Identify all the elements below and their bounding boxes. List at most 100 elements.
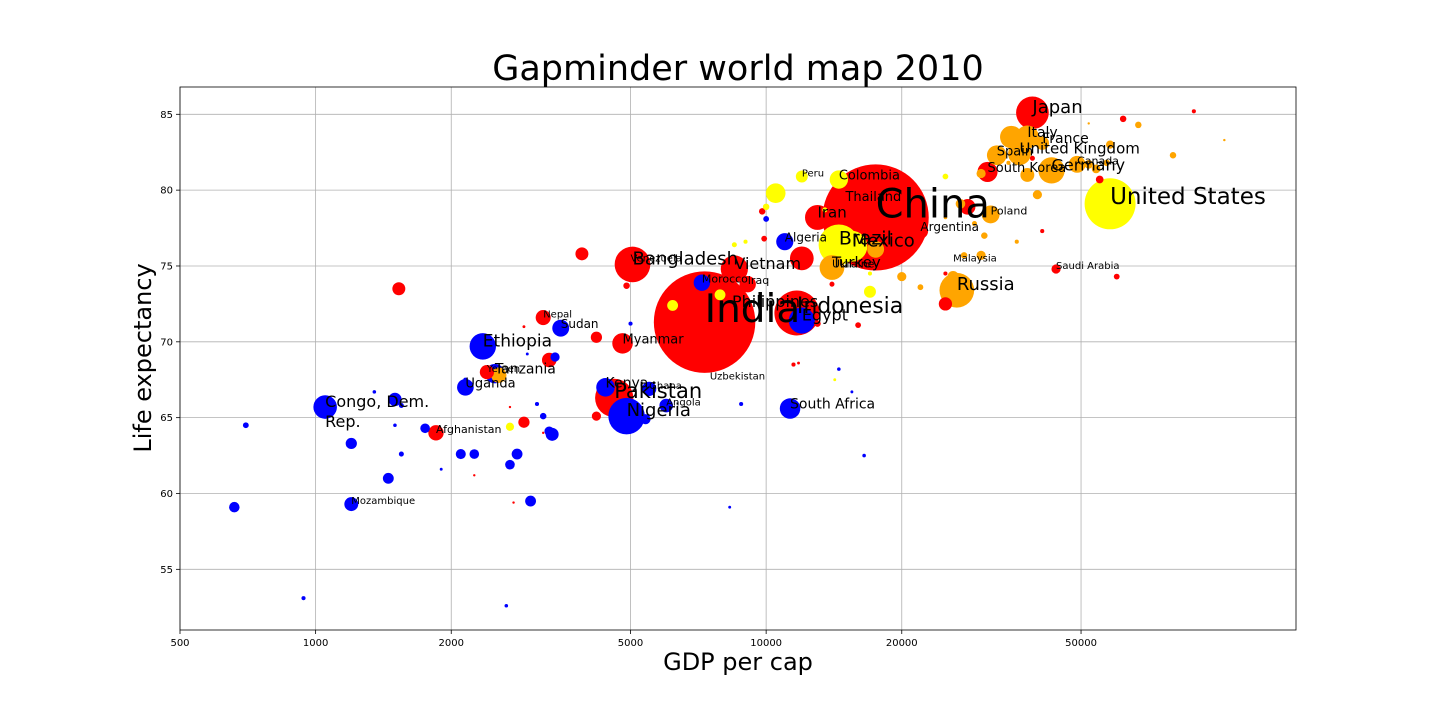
data-point <box>897 272 907 282</box>
data-point <box>525 495 537 507</box>
data-point <box>1087 122 1090 125</box>
country-label: Brazil <box>839 228 892 250</box>
x-tick-label: 500 <box>170 638 189 649</box>
data-point <box>829 281 835 287</box>
data-point <box>382 472 394 484</box>
data-point <box>1016 96 1049 130</box>
data-point <box>758 208 766 215</box>
country-label: Uganda <box>465 376 515 391</box>
data-point <box>345 437 357 450</box>
country-label: Tanzania <box>494 362 556 378</box>
data-point <box>1169 152 1177 159</box>
data-point <box>1008 142 1031 166</box>
country-label: Thailand <box>844 190 901 205</box>
country-label: Nigeria <box>627 400 691 421</box>
data-point <box>943 215 948 220</box>
data-point <box>789 246 814 271</box>
data-point <box>542 431 545 435</box>
data-point <box>867 240 885 258</box>
data-point <box>739 275 756 293</box>
data-point <box>398 403 404 409</box>
data-point <box>344 497 359 512</box>
data-point <box>464 506 485 526</box>
data-point <box>776 233 794 251</box>
data-point <box>976 168 986 179</box>
y-tick-label: 80 <box>160 186 173 197</box>
data-point <box>1038 157 1065 184</box>
x-tick-label: 50000 <box>1065 638 1097 649</box>
data-point <box>867 271 873 276</box>
data-point <box>608 397 645 435</box>
data-point <box>971 220 977 227</box>
country-label: Spain <box>997 144 1033 159</box>
country-label: Pakistan <box>614 379 702 403</box>
country-label: Algeria <box>785 231 827 245</box>
data-point <box>917 284 924 291</box>
country-label: Malaysia <box>953 253 997 264</box>
country-label: Venezuela <box>631 253 682 264</box>
data-point <box>765 183 786 204</box>
data-point <box>791 362 796 367</box>
data-point <box>659 398 673 413</box>
data-point <box>313 395 337 419</box>
data-point <box>1051 264 1061 274</box>
country-label: Ukraine <box>832 257 875 270</box>
data-point <box>1119 115 1127 123</box>
data-point <box>822 207 828 213</box>
data-point <box>1020 168 1035 182</box>
data-point <box>1006 160 1011 165</box>
data-point <box>469 333 497 360</box>
data-point <box>479 365 495 380</box>
country-label: Kenya <box>606 375 649 391</box>
y-axis-ticks: 55 60 65 70 75 80 85 <box>160 110 180 576</box>
country-label: Mozambique <box>351 496 415 507</box>
data-point <box>829 170 849 189</box>
y-tick-label: 70 <box>160 337 173 348</box>
data-point <box>420 423 430 434</box>
data-point <box>642 381 657 396</box>
data-point <box>814 320 821 327</box>
data-point <box>455 449 466 460</box>
country-label: Saudi Arabia <box>1056 261 1119 272</box>
data-point <box>242 422 249 429</box>
data-point <box>855 322 862 329</box>
data-point <box>1135 121 1142 129</box>
data-point <box>976 250 986 260</box>
data-point <box>1113 273 1120 280</box>
country-label: Canada <box>1077 154 1119 167</box>
data-point <box>720 255 748 283</box>
data-point <box>981 205 1000 224</box>
country-label: Bangladesh <box>632 248 738 269</box>
x-axis-label: GDP per cap <box>663 648 813 676</box>
country-label: United States <box>1110 184 1266 210</box>
data-point <box>552 319 570 337</box>
data-point <box>623 282 630 289</box>
country-label: Morocco <box>702 273 748 286</box>
country-label: Turkey <box>831 253 881 271</box>
country-label: Ethiopia <box>483 331 552 351</box>
country-label: Egypt <box>802 306 848 325</box>
country-label: Myanmar <box>623 332 685 347</box>
data-point <box>739 401 744 407</box>
data-point <box>301 596 306 601</box>
data-point <box>392 282 406 296</box>
data-point <box>463 377 468 382</box>
data-point <box>693 274 711 291</box>
country-label: Iran <box>817 203 846 221</box>
data-point <box>505 459 515 470</box>
country-label: Ghana <box>649 381 682 392</box>
country-label: Japan <box>1031 97 1082 118</box>
data-point <box>372 390 377 394</box>
x-axis-ticks: 500 1000 2000 5000 10000 20000 50000 <box>170 630 1097 649</box>
y-tick-label: 55 <box>160 565 173 576</box>
data-point <box>505 422 515 431</box>
country-label: Mexico <box>852 230 915 251</box>
country-label: Iraq <box>748 274 770 287</box>
data-point <box>522 325 526 329</box>
country-label: Argentina <box>920 220 979 234</box>
data-point <box>938 297 953 311</box>
data-point <box>512 501 515 504</box>
data-point <box>1084 178 1136 230</box>
data-point <box>1223 138 1226 142</box>
country-label: Nepal <box>543 310 572 321</box>
